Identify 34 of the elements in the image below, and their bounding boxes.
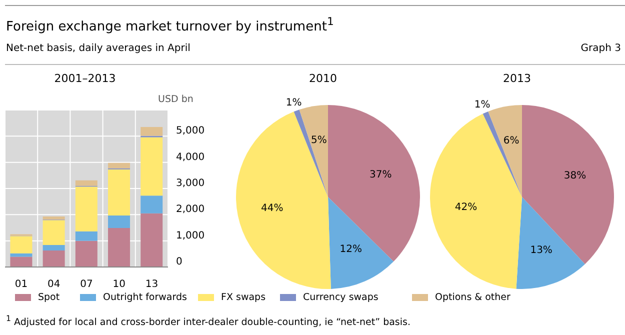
data-label: 5% <box>311 135 327 146</box>
data-label: 42% <box>454 202 478 214</box>
y-tick-label: 3,000 <box>176 178 205 190</box>
x-tick-label: 04 <box>48 279 60 290</box>
y-tick-label: 2,000 <box>176 204 205 216</box>
data-label: 1% <box>286 98 302 109</box>
y-tick-label: 1,000 <box>176 230 205 242</box>
text: Foreign exchange market turnover by instrument$^{1}$ <box>6 15 334 34</box>
y-tick-label: 4,000 <box>176 152 205 163</box>
chart-title: 2010 <box>308 72 338 85</box>
data-label: 6% <box>503 135 520 146</box>
caption: Graph 3 <box>580 43 621 54</box>
data-label: 44% <box>261 203 284 214</box>
legend-label: Spot <box>38 292 60 303</box>
chart-title: 2001–2013 <box>53 72 117 85</box>
legend-label: FX swaps <box>221 292 266 303</box>
y-axis-title: USD bn <box>158 94 194 105</box>
legend-label: Options & other <box>435 292 510 303</box>
y-tick-label: 0 <box>176 256 182 268</box>
text: $^{1}$ Adjusted for local and cross-border inter-dealer double-counting, ie “net-net” basis. <box>6 314 410 328</box>
data-label: 12% <box>340 244 362 255</box>
x-tick-label: 01 <box>14 279 28 290</box>
x-tick-label: 10 <box>112 279 126 290</box>
y-tick-label: 5,000 <box>176 126 205 137</box>
x-tick-label: 07 <box>80 279 93 290</box>
legend-label: Outright forwards <box>103 292 187 303</box>
text: Net-net basis, daily averages in April <box>6 43 190 54</box>
data-label: 1% <box>474 100 490 111</box>
data-label: 37% <box>369 169 392 180</box>
data-label: 38% <box>564 170 586 182</box>
data-label: 13% <box>530 245 552 256</box>
x-tick-label: 13 <box>145 279 158 290</box>
legend-label: Currency swaps <box>303 292 378 303</box>
chart-title: 2013 <box>502 72 532 85</box>
